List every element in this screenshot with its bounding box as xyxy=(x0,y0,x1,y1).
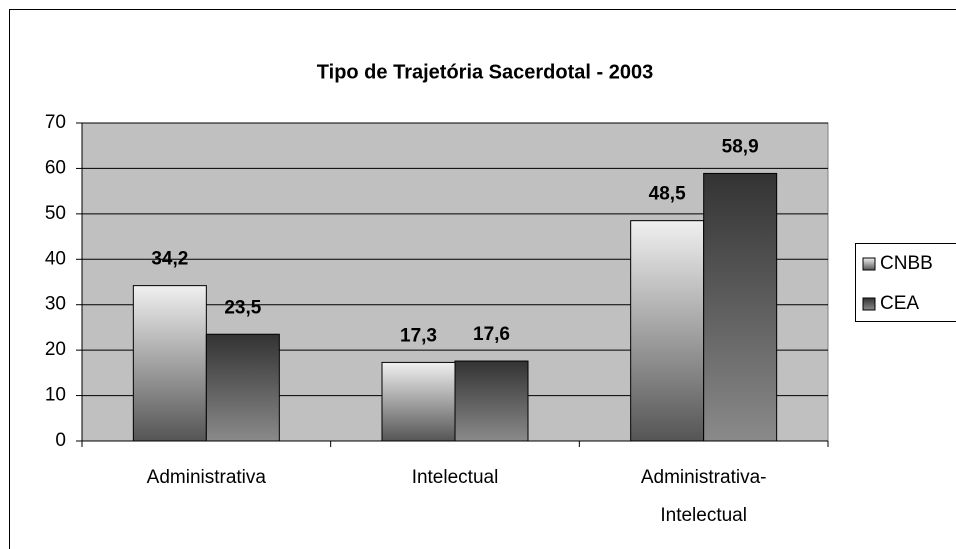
bar xyxy=(454,360,529,442)
data-label: 17,6 xyxy=(473,324,510,345)
y-tick-label: 20 xyxy=(45,339,66,360)
legend-swatch xyxy=(862,297,876,311)
x-tick-label: Administrativa xyxy=(147,467,267,488)
x-tick-label: Administrativa-Intelectual xyxy=(641,467,767,526)
y-tick-label: 40 xyxy=(45,248,66,269)
data-label: 48,5 xyxy=(649,184,686,205)
bar xyxy=(381,361,456,442)
y-tick-label: 60 xyxy=(45,157,66,178)
data-label: 17,3 xyxy=(400,325,437,346)
bar xyxy=(205,333,280,442)
legend-label: CNBB xyxy=(880,253,933,274)
x-tick-label: Intelectual xyxy=(412,467,499,488)
y-tick-label: 10 xyxy=(45,385,66,406)
legend-label: CEA xyxy=(880,293,919,314)
chart-title: Tipo de Trajetória Sacerdotal - 2003 xyxy=(317,61,653,83)
y-tick-label: 30 xyxy=(45,294,66,315)
y-tick-label: 50 xyxy=(45,203,66,224)
y-tick-label: 0 xyxy=(55,430,66,451)
bar xyxy=(132,285,207,442)
data-label: 23,5 xyxy=(224,297,261,318)
bar xyxy=(630,220,705,442)
data-label: 58,9 xyxy=(722,136,759,157)
bar xyxy=(703,172,778,442)
legend-swatch xyxy=(862,257,876,271)
y-tick-label: 70 xyxy=(45,112,66,133)
data-label: 34,2 xyxy=(151,249,188,270)
